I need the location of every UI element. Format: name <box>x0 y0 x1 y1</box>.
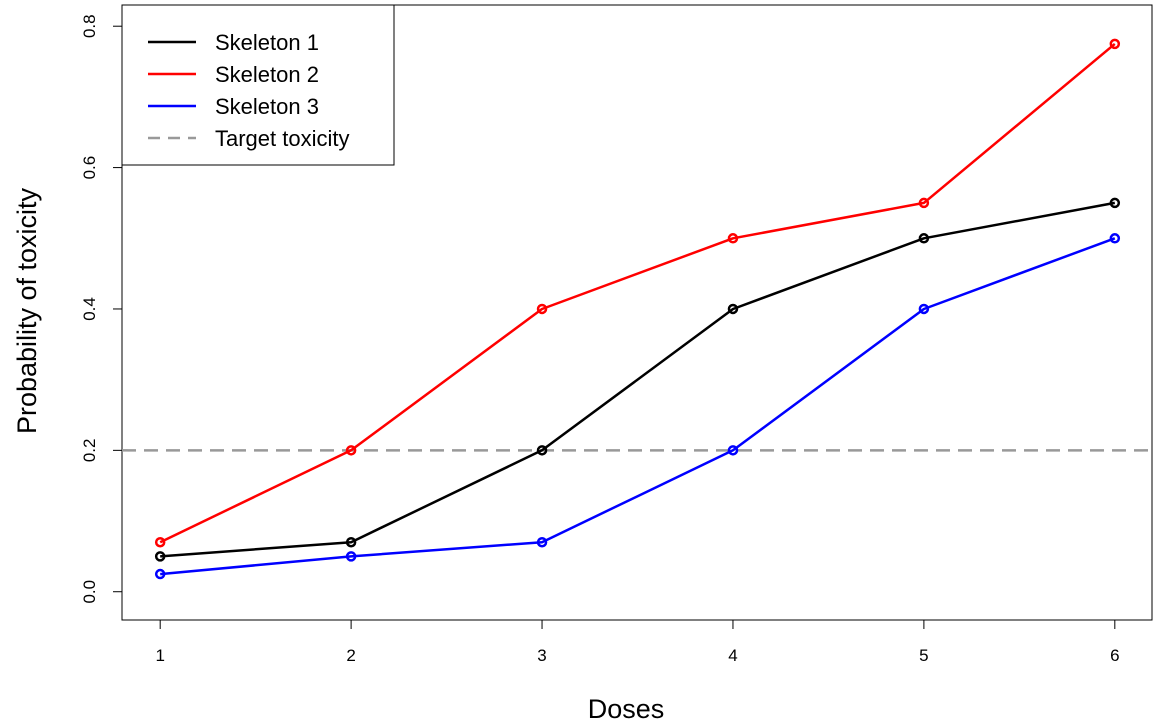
y-tick-label: 0.4 <box>80 297 99 321</box>
data-point <box>536 445 548 456</box>
legend-label: Skeleton 2 <box>215 62 319 87</box>
x-tick-label: 4 <box>728 646 737 665</box>
series-lines <box>154 38 1121 580</box>
data-point <box>918 233 930 244</box>
data-point <box>345 551 357 562</box>
legend-label: Skeleton 3 <box>215 94 319 119</box>
y-tick-label: 0.0 <box>80 580 99 604</box>
series-1 <box>154 197 1121 562</box>
data-point <box>918 197 930 209</box>
series-line <box>160 237 1116 576</box>
plot-border <box>121 4 1153 621</box>
y-tick-label: 0.2 <box>80 439 99 463</box>
series-line <box>159 42 1116 544</box>
series-3 <box>154 233 1121 580</box>
data-point <box>1109 38 1121 50</box>
x-axis: 1 2 3 4 5 6 <box>155 620 1120 665</box>
data-point <box>918 303 930 315</box>
y-tick-label: 0.8 <box>80 14 99 38</box>
series-line <box>160 201 1116 558</box>
legend-label: Target toxicity <box>215 126 350 151</box>
data-point <box>154 568 166 580</box>
x-tick-label: 2 <box>346 646 355 665</box>
plot-frame <box>121 4 1153 621</box>
y-axis-title: Probability of toxicity <box>12 187 42 434</box>
x-axis-title: Doses <box>588 694 665 724</box>
y-axis: 0.0 0.2 0.4 0.6 0.8 <box>80 14 122 604</box>
x-tick-label: 3 <box>537 646 546 665</box>
data-point <box>536 303 548 315</box>
data-point <box>536 536 548 548</box>
data-point <box>727 445 739 456</box>
data-point <box>1109 197 1121 209</box>
data-point <box>154 551 166 562</box>
data-point <box>1109 233 1121 244</box>
legend-box <box>121 4 395 166</box>
legend: Skeleton 1 Skeleton 2 Skeleton 3 Target tox… <box>121 4 395 166</box>
data-point <box>345 445 357 456</box>
legend-label: Skeleton 1 <box>215 30 319 55</box>
y-tick-label: 0.6 <box>80 156 99 180</box>
series-2 <box>154 38 1121 548</box>
x-tick-label: 1 <box>155 646 164 665</box>
x-tick-label: 5 <box>919 646 928 665</box>
data-point <box>154 536 166 548</box>
data-point <box>727 303 739 315</box>
x-tick-label: 6 <box>1110 646 1119 665</box>
data-point <box>727 233 739 244</box>
data-point <box>345 536 357 548</box>
